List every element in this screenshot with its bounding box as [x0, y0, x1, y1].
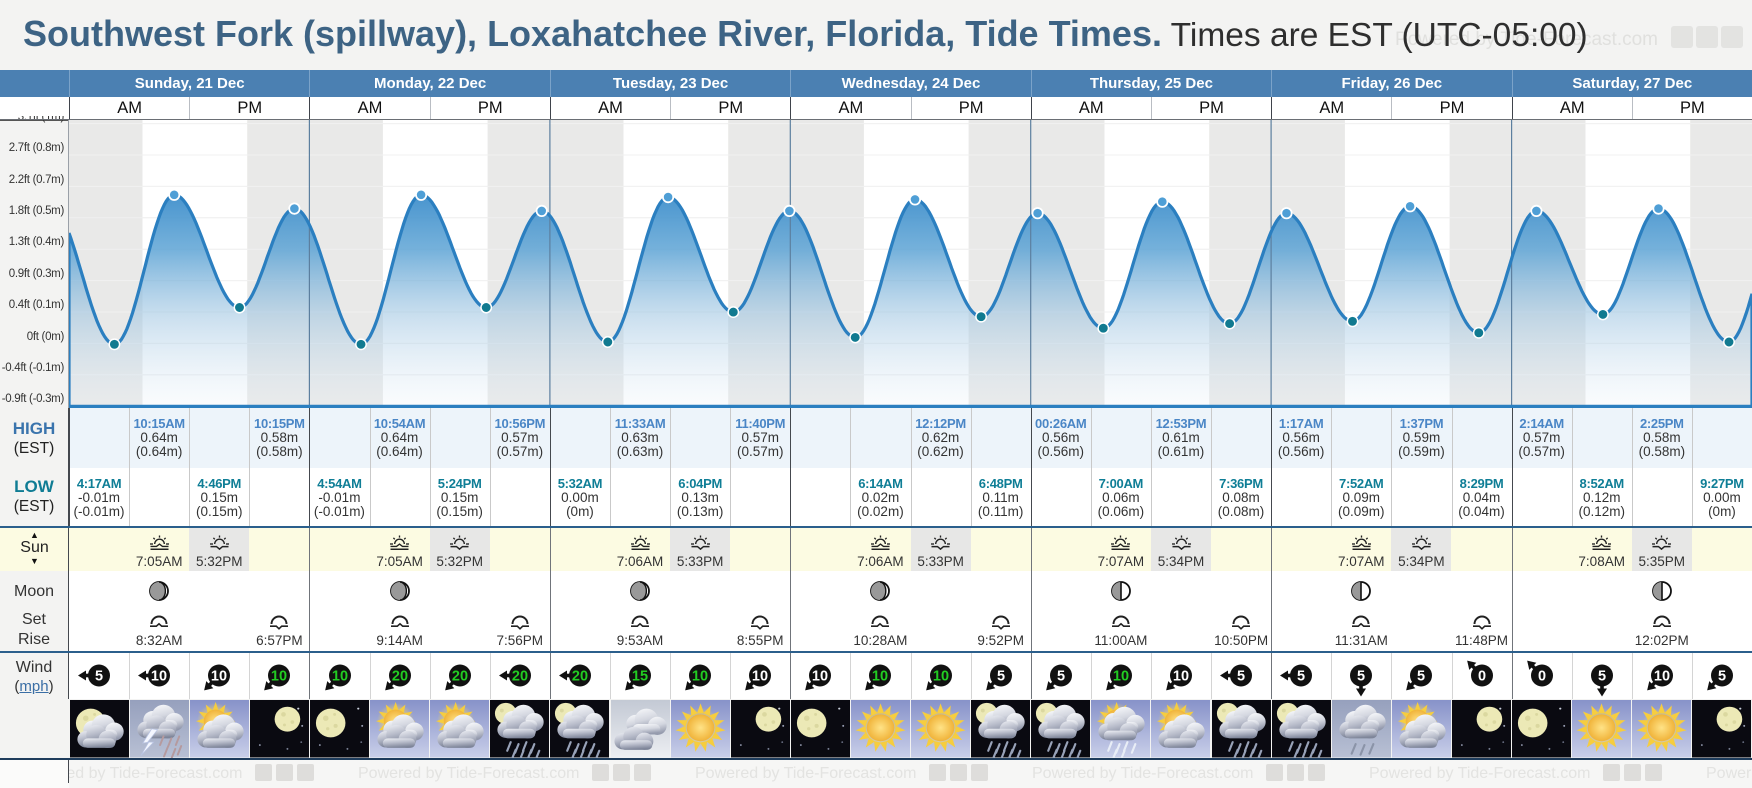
svg-text:10: 10	[1113, 669, 1129, 685]
svg-text:10: 10	[1654, 669, 1670, 685]
svg-text:5: 5	[1357, 669, 1365, 685]
svg-text:5: 5	[1718, 669, 1726, 685]
svg-text:10: 10	[1173, 669, 1189, 685]
svg-text:20: 20	[452, 669, 468, 685]
svg-text:20: 20	[392, 669, 408, 685]
svg-text:5: 5	[1237, 669, 1245, 685]
svg-text:5: 5	[1057, 669, 1065, 685]
svg-text:5: 5	[1417, 669, 1425, 685]
svg-text:20: 20	[512, 669, 528, 685]
svg-text:10: 10	[271, 669, 287, 685]
svg-text:5: 5	[95, 669, 103, 685]
svg-text:10: 10	[692, 669, 708, 685]
svg-text:10: 10	[933, 669, 949, 685]
svg-text:10: 10	[872, 669, 888, 685]
svg-text:10: 10	[812, 669, 828, 685]
svg-text:5: 5	[1297, 669, 1305, 685]
svg-text:10: 10	[211, 669, 227, 685]
svg-text:0: 0	[1477, 669, 1485, 685]
svg-text:10: 10	[331, 669, 347, 685]
svg-text:10: 10	[752, 669, 768, 685]
svg-text:20: 20	[572, 669, 588, 685]
svg-text:0: 0	[1538, 669, 1546, 685]
svg-text:5: 5	[997, 669, 1005, 685]
svg-text:10: 10	[151, 669, 167, 685]
svg-text:5: 5	[1598, 669, 1606, 685]
svg-text:15: 15	[632, 669, 648, 685]
